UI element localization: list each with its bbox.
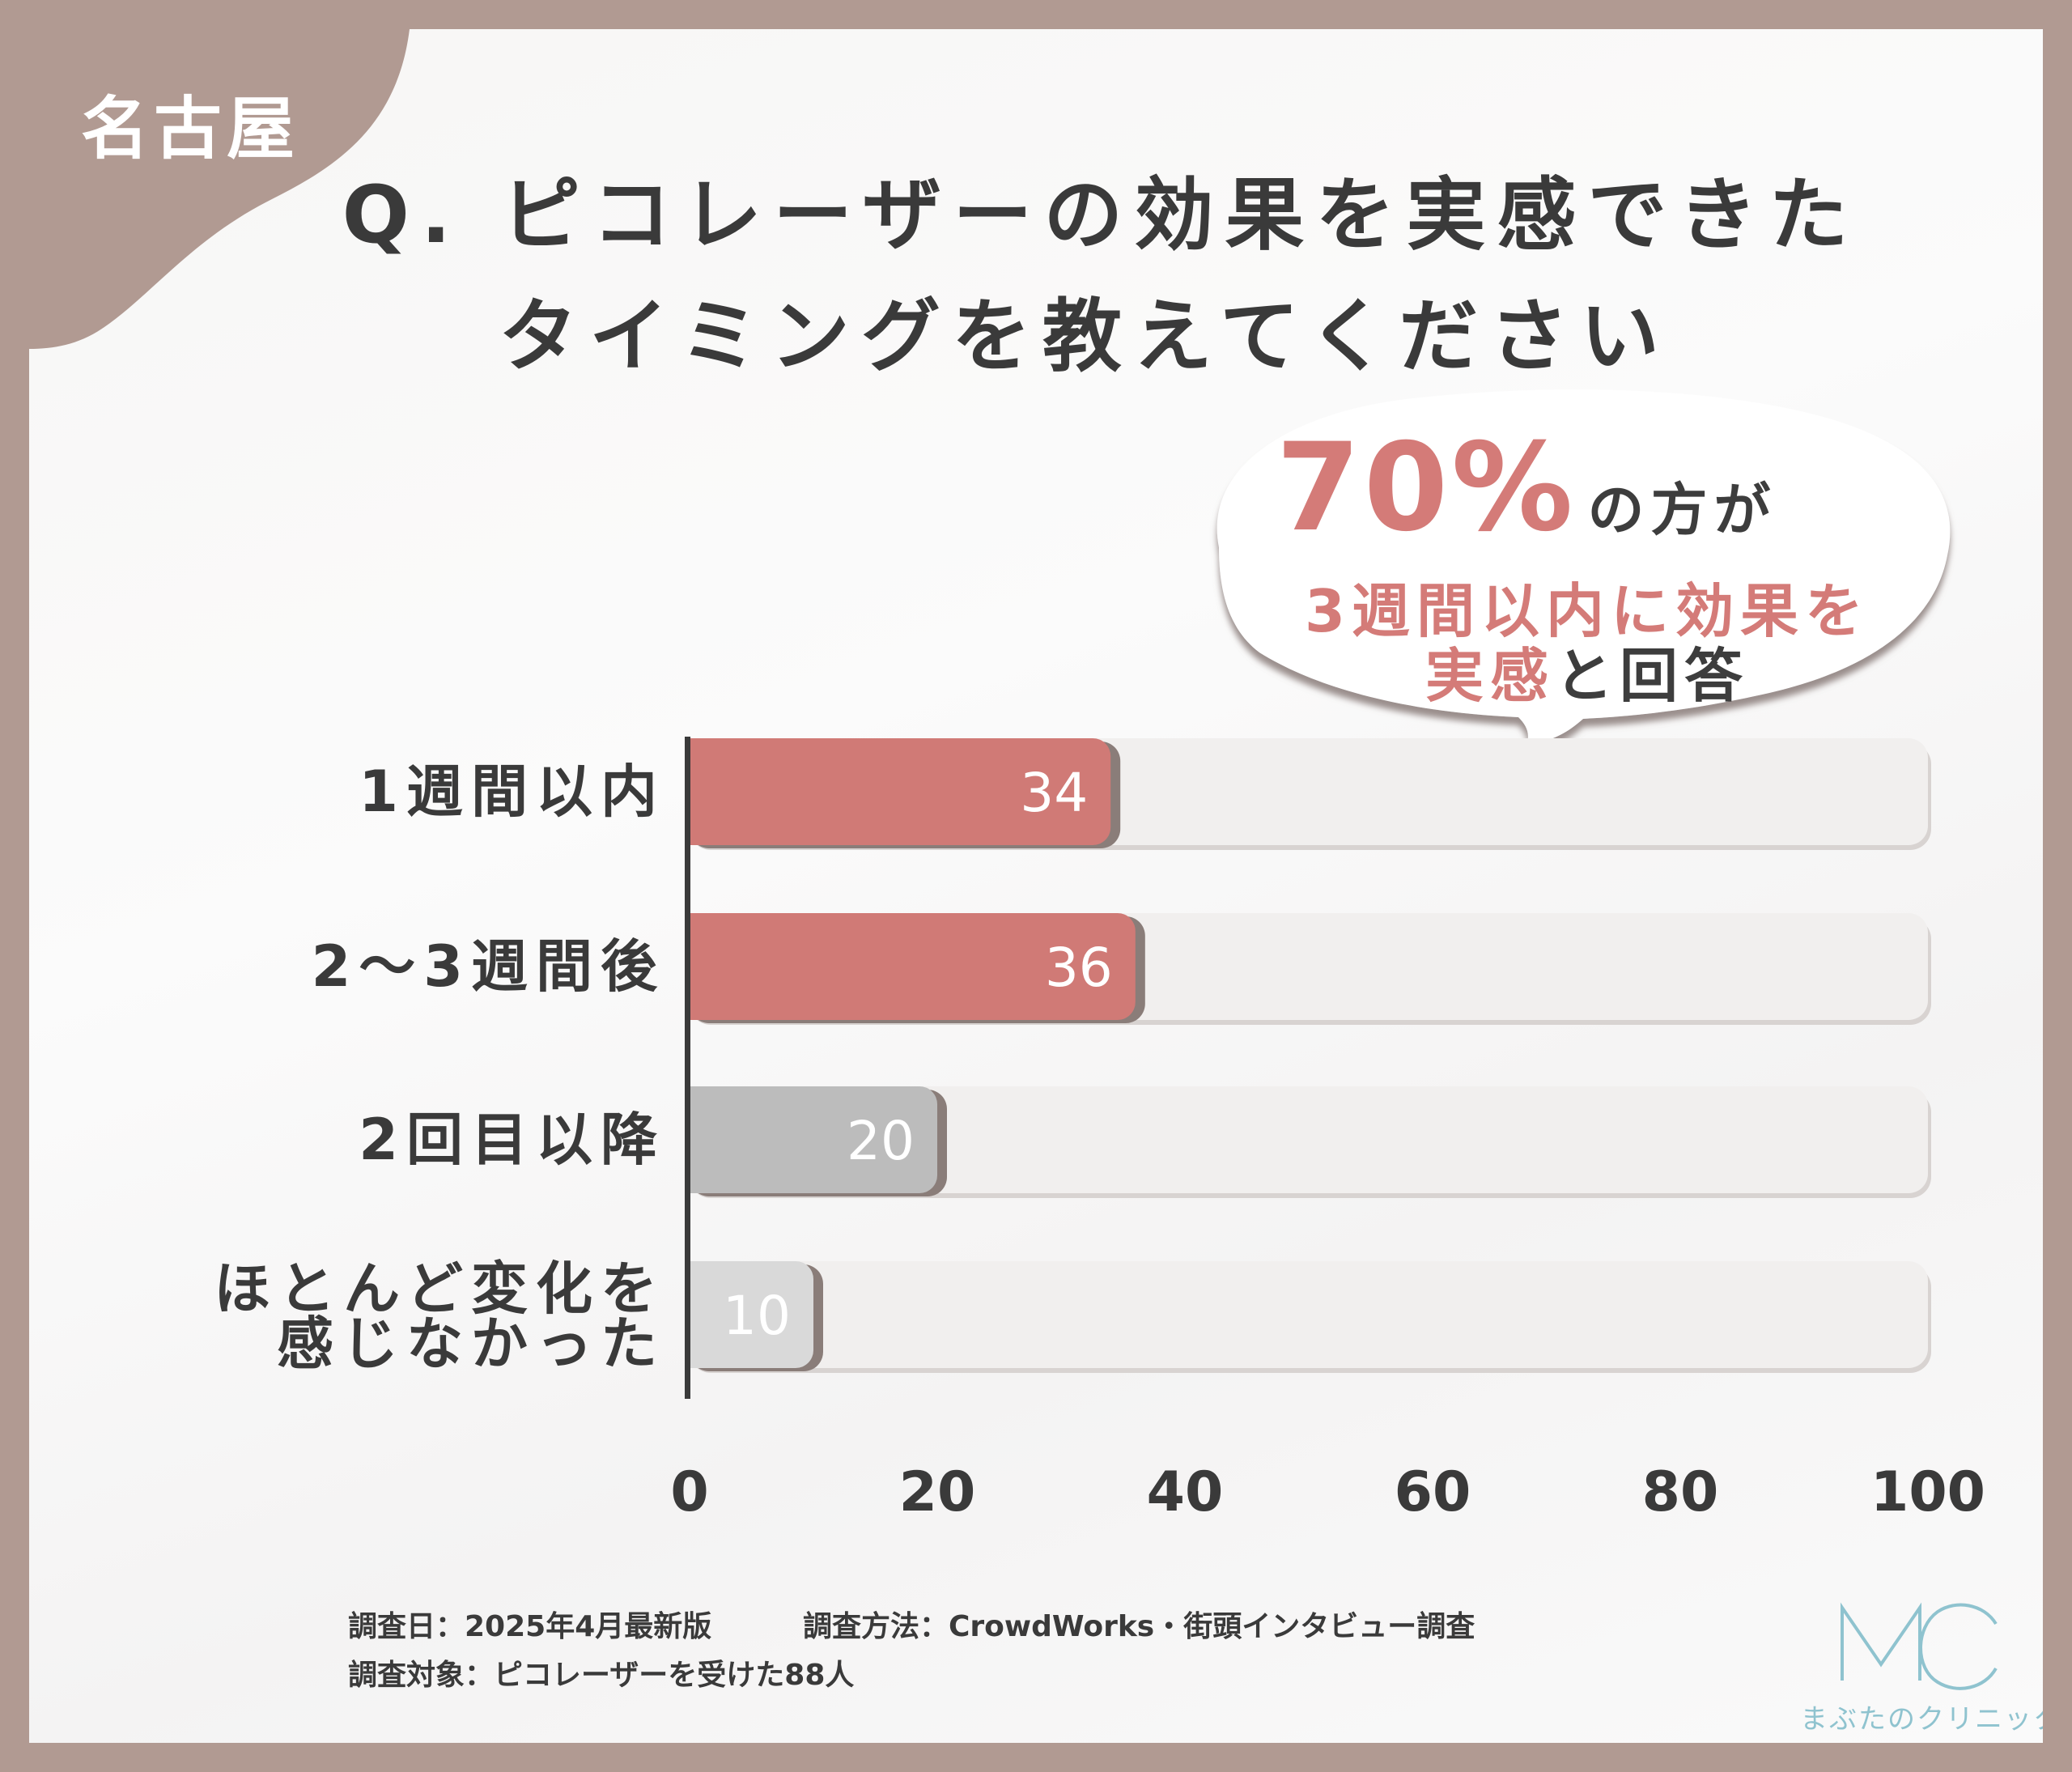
x-tick-label: 0 <box>670 1460 708 1524</box>
clinic-name: まぶたのクリニック <box>1800 1703 2043 1736</box>
callout-line-2: 3週間以内に効果を <box>1304 577 1870 645</box>
callout-answer: と回答 <box>1555 642 1750 710</box>
survey-target: 調査対象：ピコレーザーを受けた88人 <box>348 1659 855 1692</box>
bar-left-fill <box>690 738 714 845</box>
survey-method: 調査方法：CrowdWorks・街頭インタビュー調査 <box>803 1610 1475 1643</box>
question-title-line-2: タイミングを教えてください <box>498 291 1671 383</box>
x-tick-label: 60 <box>1395 1460 1471 1524</box>
question-title-line-1: Q. ピコレーザーの効果を実感できた <box>342 169 1860 261</box>
x-tick-label: 100 <box>1870 1460 1985 1524</box>
x-tick-label: 40 <box>1147 1460 1224 1524</box>
category-label: 感じなかった <box>277 1311 665 1377</box>
value-label: 20 <box>847 1110 915 1172</box>
region-tag: 名古屋 <box>81 89 300 168</box>
callout-highlight: 実感 <box>1424 642 1555 710</box>
bar-track <box>690 1261 1928 1368</box>
value-label: 34 <box>1020 762 1088 824</box>
value-label: 36 <box>1045 937 1113 999</box>
survey-date: 調査日：2025年4月最新版 <box>348 1610 712 1643</box>
callout-percent-suffix: の方が <box>1587 477 1777 543</box>
x-tick-label: 80 <box>1642 1460 1719 1524</box>
category-label: 2〜3週間後 <box>312 933 665 1000</box>
category-label: 2回目以降 <box>359 1107 665 1173</box>
x-tick-label: 20 <box>899 1460 976 1524</box>
y-axis-line <box>685 737 690 1399</box>
category-label: ほとんど変化を <box>214 1256 665 1322</box>
bar-left-fill <box>690 1261 714 1368</box>
region-tag-shape <box>29 29 410 349</box>
category-label: 1週間以内 <box>359 759 665 825</box>
bar-left-fill <box>690 1086 714 1193</box>
value-label: 10 <box>723 1285 791 1347</box>
infographic-card: 名古屋 Q. ピコレーザーの効果を実感できた タイミングを教えてください 70%… <box>29 29 2043 1743</box>
bar-1 <box>690 738 1111 845</box>
bar-left-fill <box>690 913 714 1020</box>
bar-3 <box>690 1086 937 1193</box>
callout-percent: 70% <box>1276 418 1577 559</box>
bar-2 <box>690 913 1136 1020</box>
callout-line-1: 70% の方が <box>1203 418 1850 559</box>
clinic-logo-icon <box>1841 1602 1998 1690</box>
bar-track <box>690 1086 1928 1193</box>
bar-4 <box>690 1261 813 1368</box>
callout-line-3: 実感と回答 <box>1162 628 2012 713</box>
